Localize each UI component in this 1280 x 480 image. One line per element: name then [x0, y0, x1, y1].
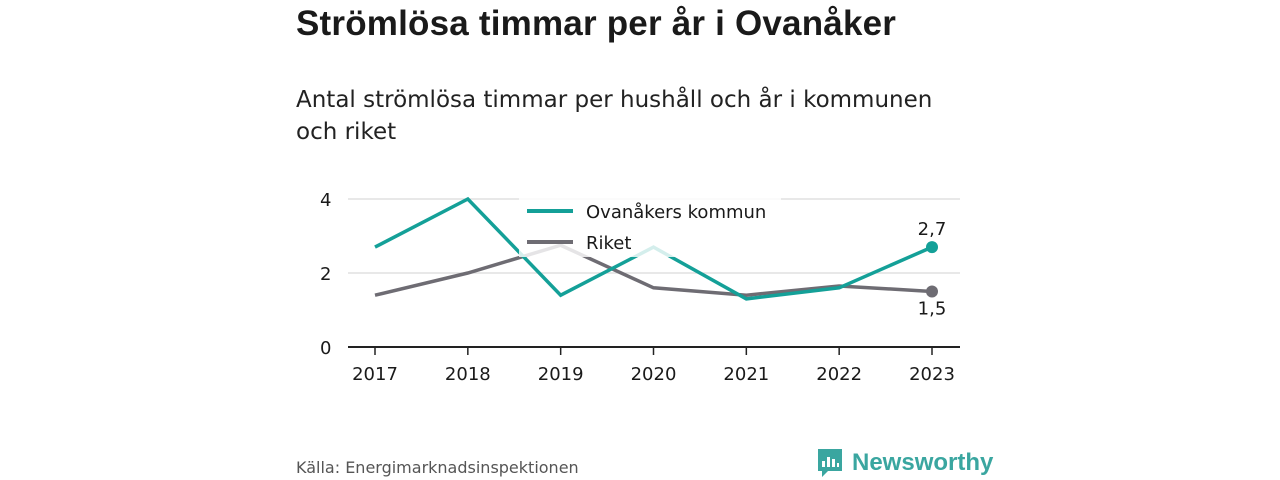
source-note: Källa: Energimarknadsinspektionen	[296, 458, 579, 477]
y-tick-label: 2	[320, 264, 331, 285]
data-label: 2,7	[918, 219, 947, 240]
chart-title: Strömlösa timmar per år i Ovanåker	[296, 4, 897, 43]
legend-label: Ovanåkers kommun	[586, 202, 766, 223]
data-label: 1,5	[918, 299, 947, 320]
legend-label: Riket	[586, 233, 631, 254]
line-chart: 0 2 4 2017 2018 2019 2020 2021 2022 2023 Ovanåke…	[320, 189, 960, 385]
brand-name: Newsworthy	[852, 449, 994, 476]
x-tick-label: 2020	[631, 364, 677, 385]
y-tick-label: 4	[320, 190, 331, 211]
x-tick-label: 2019	[538, 364, 584, 385]
legend: Ovanåkers kommun Riket	[519, 189, 781, 257]
brand-logo[interactable]: Newsworthy	[816, 446, 993, 480]
newsworthy-logo-icon	[818, 449, 842, 477]
x-tick-label: 2018	[445, 364, 491, 385]
x-axis: 2017 2018 2019 2020 2021 2022 2023	[348, 346, 960, 385]
x-tick-label: 2021	[723, 364, 769, 385]
end-point-marker	[926, 285, 938, 298]
end-labels: 2,7 1,5	[918, 219, 947, 319]
chart-subtitle: Antal strömlösa timmar per hushåll och å…	[296, 87, 933, 145]
x-tick-label: 2017	[352, 364, 398, 385]
x-tick-label: 2022	[816, 364, 862, 385]
y-tick-label: 0	[320, 338, 331, 359]
x-tick-label: 2023	[909, 364, 955, 385]
y-axis-ticks: 0 2 4	[320, 190, 331, 359]
end-point-marker	[926, 241, 938, 254]
legend-background	[519, 189, 781, 257]
